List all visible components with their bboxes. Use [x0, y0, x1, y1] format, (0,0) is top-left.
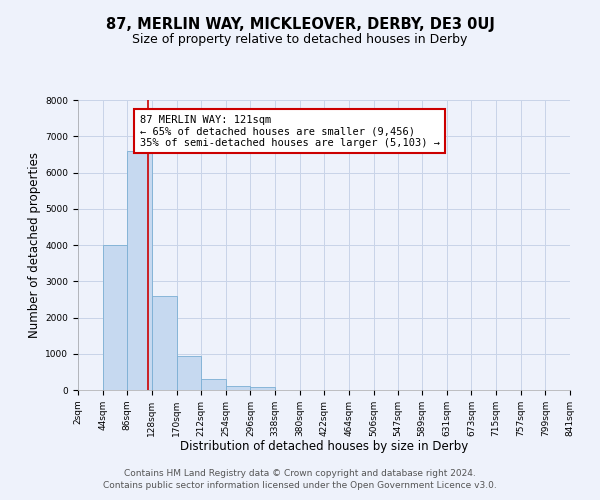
X-axis label: Distribution of detached houses by size in Derby: Distribution of detached houses by size … [180, 440, 468, 454]
Text: Size of property relative to detached houses in Derby: Size of property relative to detached ho… [133, 32, 467, 46]
Text: Contains HM Land Registry data © Crown copyright and database right 2024.
Contai: Contains HM Land Registry data © Crown c… [103, 468, 497, 490]
Bar [201, 379, 226, 390]
Text: 87 MERLIN WAY: 121sqm
← 65% of detached houses are smaller (9,456)
35% of semi-d: 87 MERLIN WAY: 121sqm ← 65% of detached … [140, 114, 440, 148]
Y-axis label: Number of detached properties: Number of detached properties [28, 152, 41, 338]
Bar [176, 356, 201, 390]
Bar [152, 296, 176, 390]
Bar [250, 387, 275, 390]
Text: 87, MERLIN WAY, MICKLEOVER, DERBY, DE3 0UJ: 87, MERLIN WAY, MICKLEOVER, DERBY, DE3 0… [106, 18, 494, 32]
Bar [103, 245, 127, 390]
Bar [226, 386, 250, 390]
Bar [127, 151, 152, 390]
